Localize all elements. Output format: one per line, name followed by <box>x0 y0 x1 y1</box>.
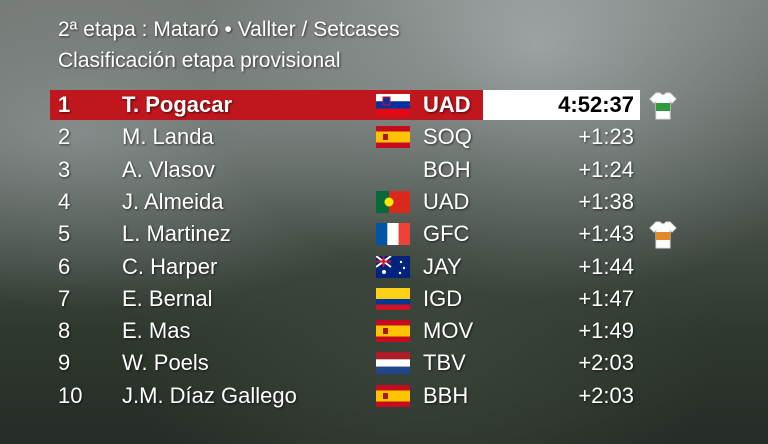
flag-icon <box>376 126 410 149</box>
team-code: BBH <box>423 382 469 408</box>
rider-name: W. Poels <box>122 350 209 376</box>
flag-icon <box>376 223 410 246</box>
standings-row: 1 T. Pogacar UAD 4:52:37 <box>50 90 677 121</box>
subtitle: Clasificación etapa provisional <box>58 49 341 72</box>
flag <box>375 254 410 283</box>
rider-name: E. Mas <box>122 318 191 344</box>
team-code: UAD <box>423 188 470 214</box>
flag <box>376 126 410 153</box>
standings-row: 8 E. Mas MOV +1:49 <box>50 316 640 346</box>
flag-icon <box>376 190 410 213</box>
rank: 1 <box>58 92 71 117</box>
time: +2:03 <box>578 382 634 408</box>
flag-icon <box>376 287 410 310</box>
rank: 10 <box>58 382 83 408</box>
rider-name: T. Pogacar <box>122 92 233 117</box>
rank: 8 <box>58 318 71 344</box>
rank: 6 <box>58 253 71 279</box>
standings-row: 3 A. Vlasov BOH +1:24 <box>50 155 640 185</box>
team-code: JAY <box>423 253 462 279</box>
time: +1:44 <box>578 253 634 279</box>
rider-name: J. Almeida <box>122 188 224 214</box>
time: +1:47 <box>578 285 634 311</box>
rider-name: A. Vlasov <box>122 156 215 182</box>
rider-name: E. Bernal <box>122 285 213 311</box>
rank: 7 <box>58 285 71 311</box>
leader-band <box>50 90 483 120</box>
team-code: BOH <box>423 156 471 182</box>
title: 2ª etapa : Mataró • Vallter / Setcases <box>58 18 400 41</box>
flag <box>376 384 410 412</box>
flag-icon <box>376 94 410 116</box>
flag <box>376 352 410 379</box>
time: +1:43 <box>578 221 634 247</box>
standings-row: 2 M. Landa SOQ +1:23 <box>50 122 640 152</box>
time: +2:03 <box>578 350 634 376</box>
jersey-icon <box>649 92 677 120</box>
team-code: TBV <box>423 350 466 376</box>
standings-row: 7 E. Bernal IGD +1:47 <box>50 284 640 314</box>
rank: 5 <box>58 221 71 247</box>
standings-row: 9 W. Poels TBV +2:03 <box>50 348 640 378</box>
flag-icon <box>376 384 410 407</box>
standings-row: 4 J. Almeida UAD +1:38 <box>50 187 640 217</box>
standings-row: 10 J.M. Díaz Gallego BBH +2:03 <box>50 381 640 411</box>
flag <box>376 190 410 218</box>
team-code: MOV <box>423 318 474 344</box>
flag <box>376 94 410 121</box>
team-code: IGD <box>423 285 463 311</box>
leader-time-box <box>483 90 640 120</box>
rider-name: L. Martinez <box>122 221 231 247</box>
jersey-icon <box>649 221 677 249</box>
time: +1:38 <box>578 188 634 214</box>
jersey <box>648 91 678 126</box>
rank: 9 <box>58 350 71 376</box>
rank: 3 <box>58 156 71 182</box>
team-code: UAD <box>423 92 471 117</box>
team-code: SOQ <box>423 124 472 150</box>
flag-icon <box>376 320 410 343</box>
rider-name: M. Landa <box>122 124 214 150</box>
rider-name: J.M. Díaz Gallego <box>122 382 297 408</box>
flag <box>376 223 410 250</box>
flag <box>376 320 410 347</box>
flag <box>376 287 410 315</box>
jersey <box>648 220 678 255</box>
flag-icon <box>376 352 410 375</box>
standings-row: 5 L. Martinez GFC +1:43 <box>50 219 677 250</box>
rank: 4 <box>58 188 71 214</box>
team-code: GFC <box>423 221 470 247</box>
standings-row: 6 C. Harper JAY +1:44 <box>50 252 640 282</box>
time: +1:23 <box>578 124 634 150</box>
time: +1:24 <box>578 156 634 182</box>
time: 4:52:37 <box>558 92 634 117</box>
flag-icon <box>375 254 410 278</box>
rank: 2 <box>58 124 71 150</box>
rider-name: C. Harper <box>122 253 218 279</box>
time: +1:49 <box>578 318 634 344</box>
